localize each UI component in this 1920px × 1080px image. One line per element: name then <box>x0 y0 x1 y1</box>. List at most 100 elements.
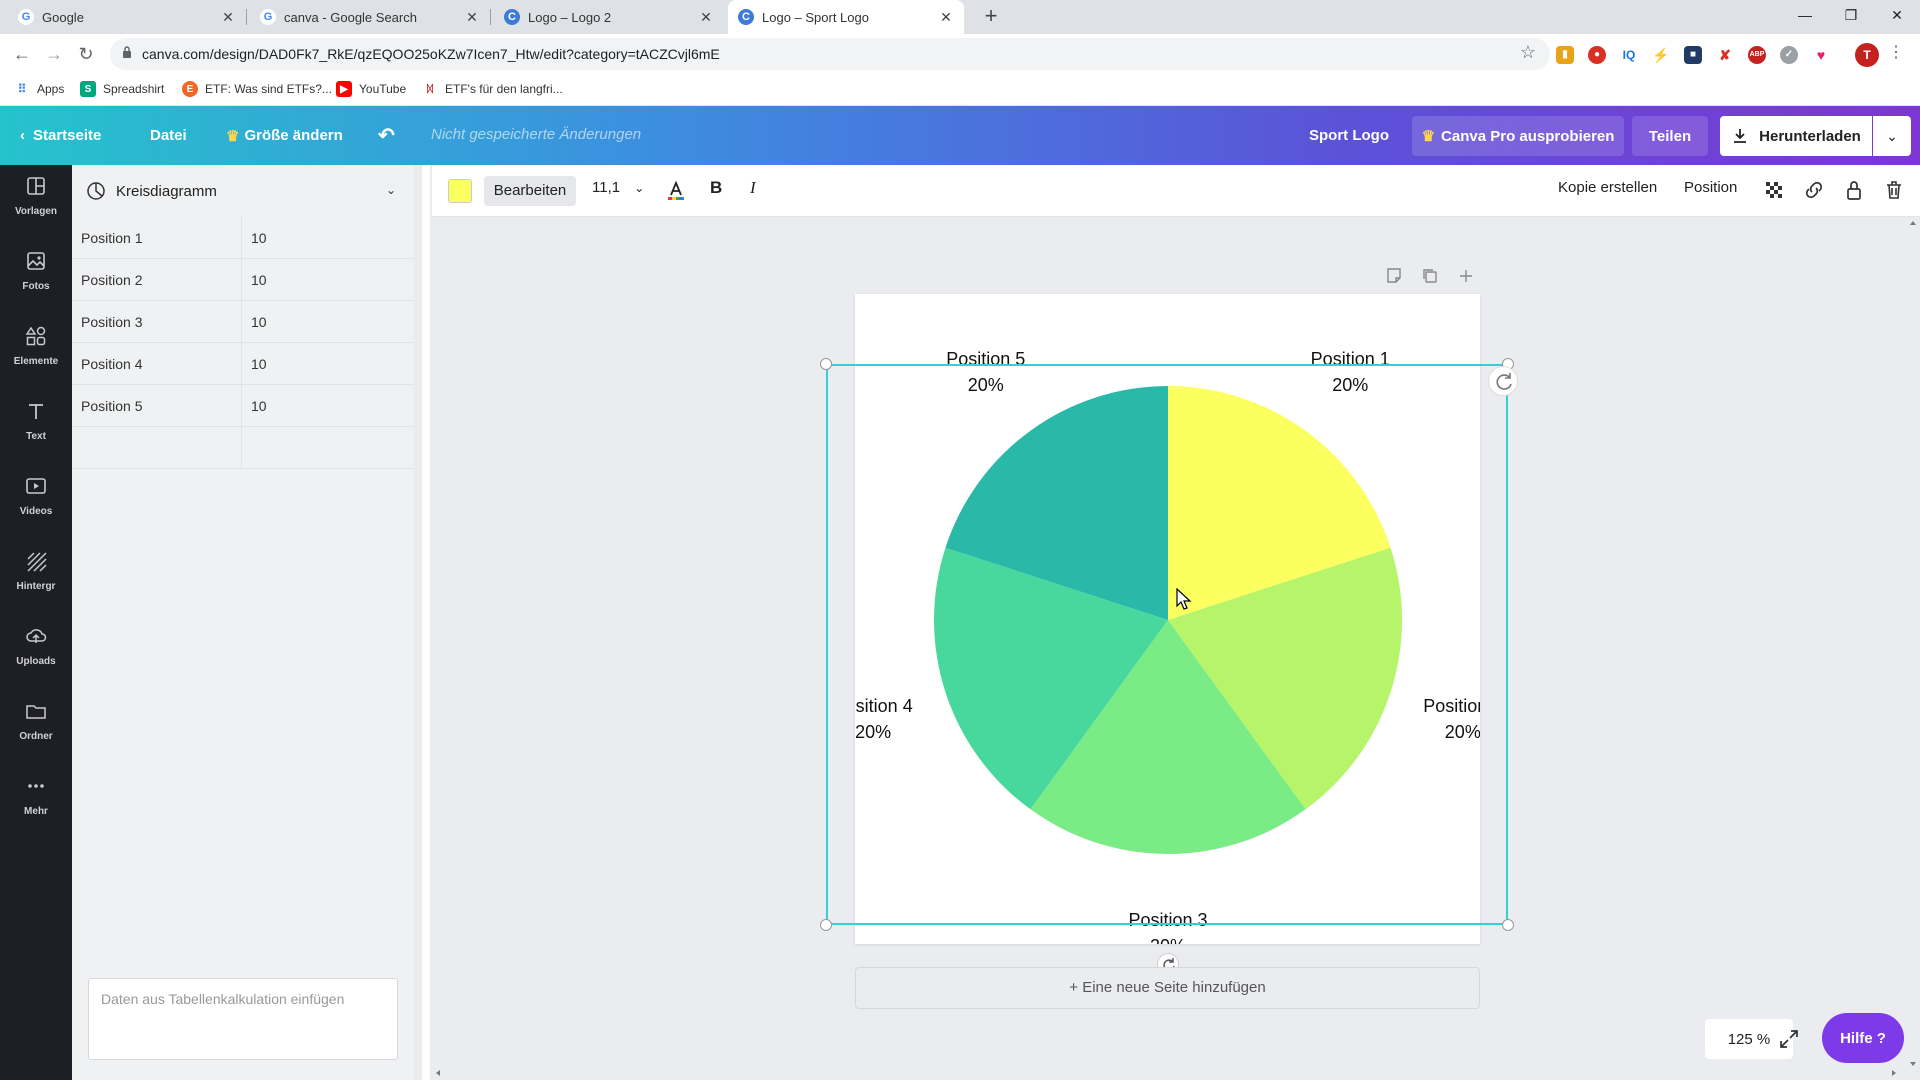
data-row-empty[interactable] <box>72 427 414 469</box>
pie-slice[interactable] <box>1168 547 1402 810</box>
extension-icon[interactable]: ✓ <box>1780 46 1798 64</box>
resize-button[interactable]: ♛ Größe ändern <box>226 106 343 165</box>
browser-tab-sport-logo[interactable]: C Logo – Sport Logo ✕ <box>728 0 964 34</box>
profile-avatar[interactable]: T <box>1855 43 1879 67</box>
add-new-page-button[interactable]: + Eine neue Seite hinzufügen <box>855 967 1480 1009</box>
add-page-icon[interactable] <box>1456 266 1476 286</box>
data-cell-label[interactable]: Position 4 <box>81 356 143 372</box>
bookmark-apps[interactable]: ⠿ Apps <box>14 81 65 97</box>
extension-icon[interactable]: ● <box>1588 46 1606 64</box>
rail-item-background[interactable]: Hintergr <box>0 540 72 610</box>
data-cell-label[interactable]: Position 3 <box>81 314 143 330</box>
chart-type-dropdown[interactable]: Kreisdiagramm ⌄ <box>72 165 412 217</box>
rail-item-folders[interactable]: Ordner <box>0 690 72 760</box>
resize-handle[interactable] <box>1502 919 1514 931</box>
bookmark-spreadshirt[interactable]: S Spreadshirt <box>80 81 164 97</box>
reload-icon[interactable]: ↻ <box>78 44 94 64</box>
transparency-icon[interactable] <box>1762 178 1786 202</box>
data-cell-label[interactable]: Position 5 <box>81 398 143 414</box>
close-icon[interactable]: ✕ <box>940 8 952 25</box>
browser-tab-canva-search[interactable]: G canva - Google Search ✕ <box>250 0 490 34</box>
design-title[interactable]: Sport Logo <box>1309 106 1389 165</box>
bookmark-etf[interactable]: E ETF: Was sind ETFs?... <box>182 81 332 97</box>
browser-tab-google[interactable]: G Google ✕ <box>8 0 246 34</box>
pie-chart[interactable]: Position 1 20% Position 2 20% Position 3 20% P… <box>855 294 1480 944</box>
resize-handle[interactable] <box>820 919 832 931</box>
fullscreen-icon[interactable] <box>1778 1028 1800 1050</box>
file-label: Datei <box>150 127 187 144</box>
font-size-dropdown[interactable]: 11,1 ⌄ <box>592 179 644 196</box>
extension-icon[interactable]: ▮ <box>1556 46 1574 64</box>
adblock-icon[interactable]: ABP <box>1748 46 1766 64</box>
text-color-icon[interactable] <box>664 178 688 202</box>
help-button[interactable]: Hilfe ? <box>1822 1013 1904 1063</box>
undo-icon[interactable]: ↶ <box>378 125 395 147</box>
data-cell-label[interactable]: Position 1 <box>81 230 143 246</box>
forward-icon[interactable]: → <box>45 44 63 64</box>
share-button[interactable]: Teilen <box>1632 116 1708 156</box>
duplicate-page-icon[interactable] <box>1420 266 1440 286</box>
editor-horizontal-scrollbar[interactable] <box>432 1066 1908 1080</box>
extension-icon[interactable]: ♥ <box>1812 46 1830 64</box>
back-icon[interactable]: ← <box>13 44 31 64</box>
address-bar[interactable]: canva.com/design/DAD0Fk7_RkE/qzEQOO25oKZ… <box>110 38 1550 70</box>
data-cell-value[interactable]: 10 <box>251 356 267 372</box>
extension-icon[interactable]: ⚡ <box>1652 46 1670 64</box>
rail-item-elements[interactable]: Elemente <box>0 315 72 385</box>
rail-item-photos[interactable]: Fotos <box>0 240 72 310</box>
duplicate-button[interactable]: Kopie erstellen <box>1558 179 1658 196</box>
rotate-handle[interactable] <box>1488 366 1518 396</box>
paste-spreadsheet-input[interactable]: Daten aus Tabellenkalkulation einfügen <box>88 978 398 1060</box>
pie-slice[interactable] <box>1168 386 1391 620</box>
trash-icon[interactable] <box>1882 178 1906 202</box>
data-cell-value[interactable]: 10 <box>251 314 267 330</box>
bookmark-youtube[interactable]: ▶ YouTube <box>336 81 406 97</box>
resize-handle[interactable] <box>820 358 832 370</box>
canva-pro-button[interactable]: ♛ Canva Pro ausprobieren <box>1412 116 1624 156</box>
position-button[interactable]: Position <box>1684 179 1738 196</box>
design-page[interactable]: Position 1 20% Position 2 20% Position 3 20% P… <box>855 294 1480 944</box>
rail-item-templates[interactable]: Vorlagen <box>0 165 72 235</box>
data-cell-value[interactable]: 10 <box>251 230 267 246</box>
browser-menu-icon[interactable]: ⋮ <box>1888 44 1904 61</box>
bold-button[interactable]: B <box>710 178 723 197</box>
download-button[interactable]: Herunterladen <box>1720 116 1872 156</box>
pie-slice[interactable] <box>934 547 1168 810</box>
home-button[interactable]: ‹ Startseite <box>20 106 101 165</box>
lock-icon[interactable] <box>1842 178 1866 202</box>
close-window-icon[interactable]: ✕ <box>1891 7 1903 23</box>
notes-icon[interactable] <box>1384 266 1404 286</box>
bookmark-star-icon[interactable]: ☆ <box>1519 42 1536 62</box>
restore-icon[interactable]: ❐ <box>1844 7 1858 23</box>
extension-icon[interactable]: ✘ <box>1716 46 1734 64</box>
data-cell-value[interactable]: 10 <box>251 398 267 414</box>
editor-vertical-scrollbar[interactable] <box>1906 217 1920 1080</box>
zoom-level[interactable]: 125 % <box>1705 1019 1793 1059</box>
minimize-icon[interactable]: — <box>1798 7 1812 23</box>
link-icon[interactable] <box>1802 178 1826 202</box>
color-swatch[interactable] <box>448 179 472 203</box>
extension-iq-icon[interactable]: IQ <box>1620 46 1638 64</box>
browser-tab-logo-2[interactable]: C Logo – Logo 2 ✕ <box>494 0 724 34</box>
edit-chart-button[interactable]: Bearbeiten <box>484 176 576 206</box>
new-tab-button[interactable]: + <box>984 3 998 28</box>
rail-item-uploads[interactable]: Uploads <box>0 615 72 685</box>
close-icon[interactable]: ✕ <box>700 8 712 25</box>
file-menu-button[interactable]: Datei <box>150 106 187 165</box>
data-cell-label[interactable]: Position 2 <box>81 272 143 288</box>
pie-slice[interactable] <box>945 386 1168 620</box>
rail-item-text[interactable]: Text <box>0 390 72 460</box>
rail-item-videos[interactable]: Videos <box>0 465 72 535</box>
pie-slice[interactable] <box>1030 620 1306 855</box>
rail-item-more[interactable]: Mehr <box>0 765 72 835</box>
extension-icon[interactable]: ■ <box>1684 46 1702 64</box>
italic-button[interactable]: I <box>750 178 756 197</box>
panel-scrollbar[interactable] <box>414 165 422 1080</box>
close-icon[interactable]: ✕ <box>222 8 234 25</box>
close-icon[interactable]: ✕ <box>466 8 478 25</box>
bookmark-etf-langfristig[interactable]: ᛞ ETF's für den langfri... <box>422 81 563 97</box>
data-cell-value[interactable]: 10 <box>251 272 267 288</box>
download-options-chevron-icon[interactable]: ⌄ <box>1873 116 1911 156</box>
pie-label-percent: 20% <box>1150 936 1186 944</box>
tab-divider <box>246 9 247 25</box>
